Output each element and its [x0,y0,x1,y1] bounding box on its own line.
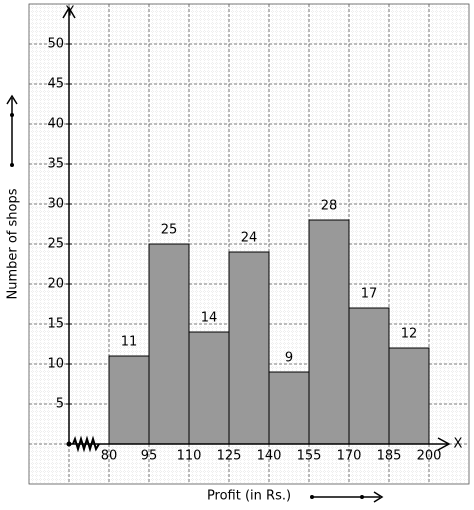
bar [228,251,270,445]
deco-arrow [6,94,18,105]
x-tick-label: 80 [101,449,118,464]
x-axis-name: X [454,437,463,452]
y-arrow [62,6,76,19]
y-tick-label: 15 [47,317,64,332]
x-tick-label: 125 [217,449,242,464]
data-label: 25 [161,223,178,238]
x-tick-label: 155 [297,449,322,464]
axis-break [72,435,100,453]
x-tick-label: 110 [177,449,202,464]
data-label: 24 [241,231,258,246]
data-label: 9 [285,351,293,366]
bar [268,371,310,445]
x-tick-label: 200 [417,449,442,464]
x-tick-label: 185 [377,449,402,464]
bars [108,219,430,445]
y-tick-label: 35 [47,157,64,172]
y-tick-label: 5 [56,397,64,412]
y-axis-label: Number of shops [6,188,21,299]
bar [388,347,430,445]
y-tick-label: 10 [47,357,64,372]
deco-dot [360,495,364,499]
bar [148,243,190,445]
bar [348,307,390,445]
deco-dot [10,163,14,167]
bar [308,219,350,445]
deco-dot [10,113,14,117]
origin [66,441,72,447]
y-tick-label: 40 [47,117,64,132]
deco-arrow [373,491,384,503]
y-tick-label: 45 [47,77,64,92]
x-tick-label: 140 [257,449,282,464]
y-tick-label: 30 [47,197,64,212]
data-label: 17 [361,287,378,302]
data-label: 28 [321,199,338,214]
y-axis-name: Y [65,5,74,20]
y-tick-label: 20 [47,277,64,292]
x-arrow [437,437,451,451]
data-label: 12 [401,327,418,342]
bar [108,355,150,445]
y-tick-label: 50 [47,37,64,52]
deco-dot [310,495,314,499]
x-tick-label: 95 [141,449,158,464]
x-tick-label: 170 [337,449,362,464]
data-label: 14 [201,311,218,326]
y-tick-label: 25 [47,237,64,252]
data-label: 11 [121,335,138,350]
bar [188,331,230,445]
x-axis-label: Profit (in Rs.) [207,489,291,504]
